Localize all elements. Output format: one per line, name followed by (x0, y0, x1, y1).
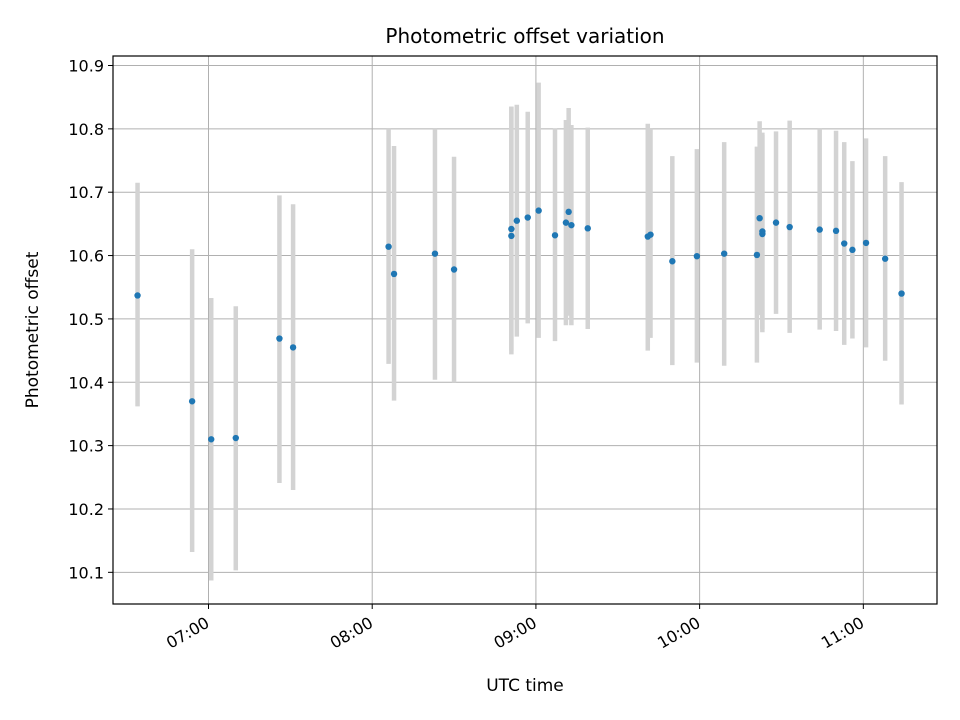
data-point (568, 221, 575, 229)
data-point (431, 250, 439, 257)
data-point (565, 208, 572, 216)
data-point (508, 232, 515, 240)
data-point (669, 258, 676, 265)
data-point (188, 398, 196, 405)
chart-title: Photometric offset variation (385, 24, 664, 48)
data-point (562, 219, 570, 226)
data-point (535, 207, 542, 214)
plot-frame (112, 55, 938, 605)
data-point (786, 223, 793, 231)
x-axis-title: UTC time (486, 676, 564, 696)
data-point (647, 231, 654, 238)
y-tick-label: 10.9 (68, 57, 104, 76)
data-point (513, 217, 521, 224)
data-point (898, 290, 905, 297)
y-tick-label: 10.7 (68, 183, 104, 202)
data-point (232, 434, 239, 442)
y-axis-title: Photometric offset (23, 251, 43, 408)
y-tick-label: 10.3 (68, 437, 104, 456)
data-point (276, 335, 283, 342)
y-tick-label: 10.2 (68, 500, 104, 519)
data-point (289, 344, 297, 351)
data-point (551, 232, 559, 239)
y-tick-label: 10.4 (68, 373, 104, 392)
data-point (759, 230, 766, 238)
y-tick-label: 10.8 (68, 120, 104, 139)
y-tick-label: 10.1 (68, 563, 104, 582)
data-point (385, 243, 392, 250)
data-point (881, 255, 889, 262)
data-point (584, 225, 591, 232)
data-point (841, 240, 848, 247)
data-point (816, 226, 823, 233)
data-point (208, 436, 215, 443)
data-point (772, 219, 780, 226)
data-point (390, 270, 398, 278)
data-point (720, 250, 728, 257)
data-point (756, 214, 763, 222)
data-point (832, 227, 840, 235)
data-point (693, 252, 701, 260)
data-point (134, 292, 141, 299)
y-tick-label: 10.5 (68, 310, 104, 329)
data-point (508, 225, 515, 233)
data-point (524, 214, 531, 221)
y-tick-label: 10.6 (68, 247, 104, 266)
grid-lines (113, 56, 937, 604)
data-point (753, 251, 761, 259)
data-point (849, 246, 856, 254)
data-points (134, 207, 905, 443)
data-point (862, 239, 870, 247)
data-point (450, 266, 458, 273)
y-axis-ticks: 10.1 10.2 10.3 10.4 10.5 10.6 10.7 10.8 10.9 (68, 57, 113, 582)
